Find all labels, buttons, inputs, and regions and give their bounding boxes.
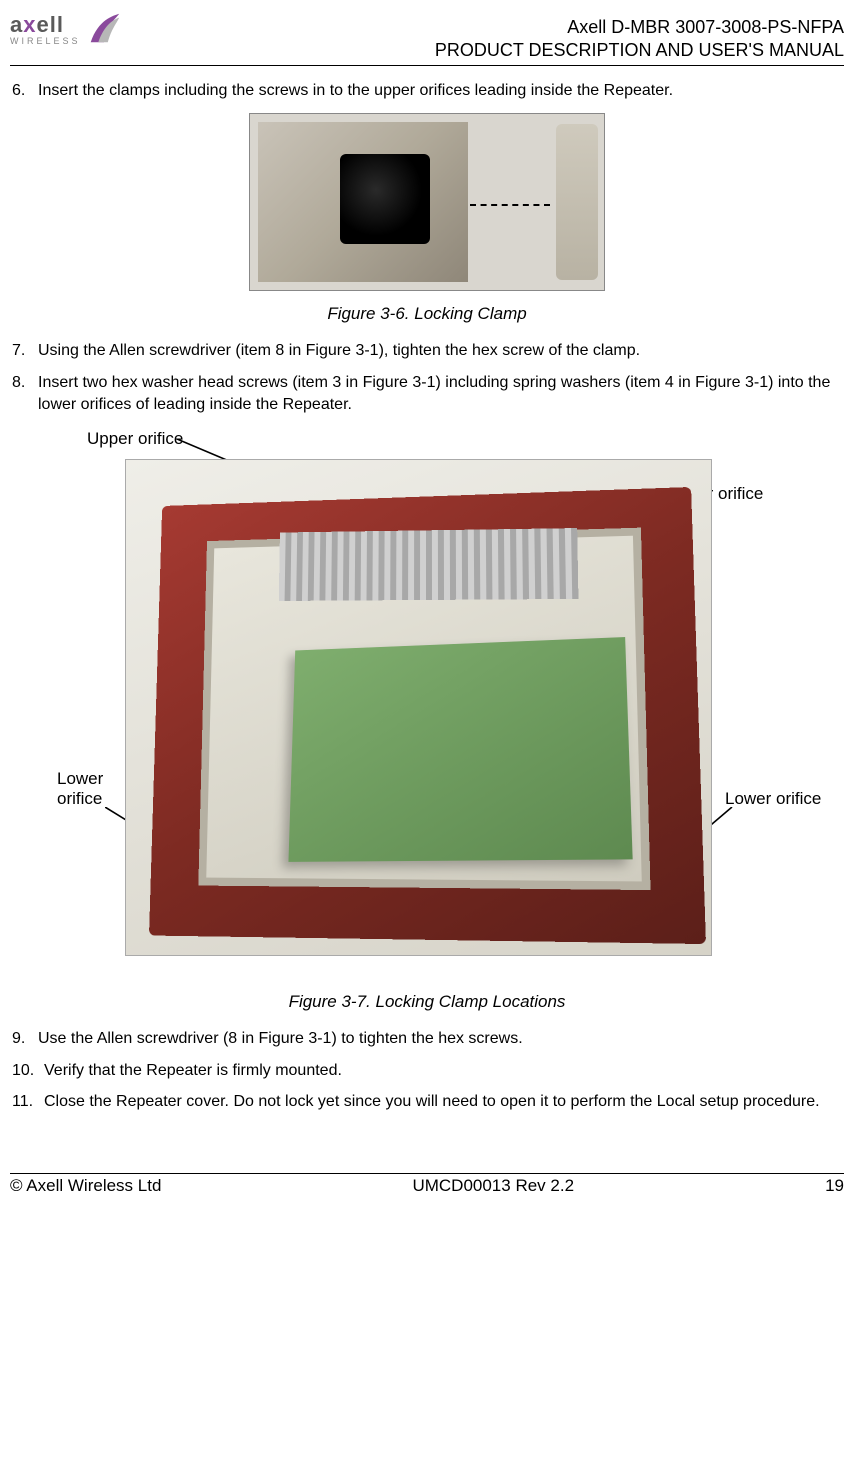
step-number: 10. bbox=[12, 1060, 44, 1082]
figure-3-7-caption-block: Figure 3-7. Locking Clamp Locations bbox=[10, 992, 844, 1012]
annotation-lower-left: Lower orifice bbox=[57, 769, 103, 808]
step-9: 9. Use the Allen screwdriver (8 in Figur… bbox=[12, 1028, 844, 1050]
swish-icon bbox=[85, 10, 123, 48]
step-number: 11. bbox=[12, 1091, 44, 1113]
step-7: 7. Using the Allen screwdriver (item 8 i… bbox=[12, 340, 844, 362]
step-number: 8. bbox=[12, 372, 38, 415]
step-8: 8. Insert two hex washer head screws (it… bbox=[12, 372, 844, 415]
step-text: Verify that the Repeater is firmly mount… bbox=[44, 1060, 844, 1082]
figure-3-7-image bbox=[125, 459, 712, 956]
step-text: Insert the clamps including the screws i… bbox=[38, 80, 844, 102]
figure-3-7-caption: Figure 3-7. Locking Clamp Locations bbox=[10, 992, 844, 1012]
brand-logo: axell WIRELESS bbox=[10, 10, 123, 48]
doc-title-block: Axell D-MBR 3007-3008-PS-NFPA PRODUCT DE… bbox=[435, 10, 844, 63]
footer-left: © Axell Wireless Ltd bbox=[10, 1176, 161, 1196]
figure-3-7-container: Upper orifice Upper orifice Lower orific… bbox=[17, 429, 837, 984]
page-footer: © Axell Wireless Ltd UMCD00013 Rev 2.2 1… bbox=[10, 1173, 844, 1196]
figure-3-6-caption: Figure 3-6. Locking Clamp bbox=[10, 304, 844, 324]
step-text: Insert two hex washer head screws (item … bbox=[38, 372, 844, 415]
step-11: 11. Close the Repeater cover. Do not loc… bbox=[12, 1091, 844, 1113]
figure-3-6: Figure 3-6. Locking Clamp bbox=[10, 113, 844, 324]
annotation-lower-left-l2: orifice bbox=[57, 789, 102, 808]
annotation-lower-right: Lower orifice bbox=[725, 789, 821, 809]
footer-right: 19 bbox=[825, 1176, 844, 1196]
step-text: Close the Repeater cover. Do not lock ye… bbox=[44, 1091, 844, 1113]
step-number: 7. bbox=[12, 340, 38, 362]
step-number: 9. bbox=[12, 1028, 38, 1050]
step-10: 10. Verify that the Repeater is firmly m… bbox=[12, 1060, 844, 1082]
step-6: 6. Insert the clamps including the screw… bbox=[12, 80, 844, 102]
logo-wordmark: axell bbox=[10, 12, 81, 38]
annotation-lower-left-l1: Lower bbox=[57, 769, 103, 788]
doc-subtitle: PRODUCT DESCRIPTION AND USER'S MANUAL bbox=[435, 39, 844, 62]
doc-model: Axell D-MBR 3007-3008-PS-NFPA bbox=[435, 16, 844, 39]
footer-center: UMCD00013 Rev 2.2 bbox=[412, 1176, 574, 1196]
annotation-upper-left: Upper orifice bbox=[87, 429, 183, 449]
logo-subtext: WIRELESS bbox=[10, 36, 81, 46]
step-text: Use the Allen screwdriver (8 in Figure 3… bbox=[38, 1028, 844, 1050]
figure-3-6-image bbox=[249, 113, 605, 291]
page-header: axell WIRELESS Axell D-MBR 3007-3008-PS-… bbox=[10, 10, 844, 66]
step-text: Using the Allen screwdriver (item 8 in F… bbox=[38, 340, 844, 362]
step-number: 6. bbox=[12, 80, 38, 102]
